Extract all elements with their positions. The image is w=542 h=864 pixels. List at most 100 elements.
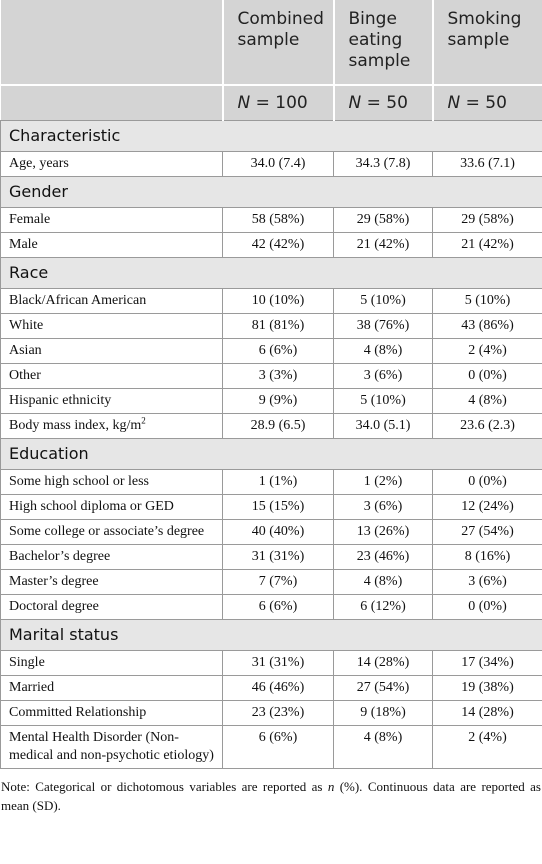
value-cell: 23 (23%) [222, 700, 334, 726]
section-row: Gender [0, 176, 542, 208]
value-cell: 3 (3%) [222, 363, 334, 389]
value-cell: 6 (6%) [222, 725, 334, 769]
value-cell: 31 (31%) [222, 544, 334, 570]
value-cell: 46 (46%) [222, 675, 334, 701]
value-cell: 27 (54%) [333, 675, 433, 701]
value-cell: 3 (6%) [333, 494, 433, 520]
value-cell: 0 (0%) [432, 594, 542, 620]
value-cell: 23 (46%) [333, 544, 433, 570]
value-cell: 21 (42%) [432, 232, 542, 258]
n-value: = 50 [366, 92, 408, 113]
label-text: Body mass index, kg/m [9, 418, 142, 433]
data-row: Asian 6 (6%) 4 (8%) 2 (4%) [0, 338, 542, 364]
label-text: Committed Relationship [9, 705, 147, 720]
value-cell: 14 (28%) [432, 700, 542, 726]
label-text: Black/African American [9, 293, 147, 308]
value-cell: 34.3 (7.8) [333, 151, 433, 177]
value-cell: 4 (8%) [333, 338, 433, 364]
n-symbol: N [237, 92, 251, 113]
value-cell: 7 (7%) [222, 569, 334, 595]
value-cell: 33.6 (7.1) [432, 151, 542, 177]
value-cell: 5 (10%) [333, 288, 433, 314]
value-cell: 4 (8%) [333, 569, 433, 595]
row-label: Asian [0, 338, 223, 364]
value-cell: 9 (18%) [333, 700, 433, 726]
value-cell: 15 (15%) [222, 494, 334, 520]
value-cell: 81 (81%) [222, 313, 334, 339]
value-cell: 8 (16%) [432, 544, 542, 570]
value-cell: 42 (42%) [222, 232, 334, 258]
value-cell: 40 (40%) [222, 519, 334, 545]
value-cell: 19 (38%) [432, 675, 542, 701]
value-cell: 0 (0%) [432, 469, 542, 495]
data-row: Some college or associate’s degree 40 (40… [0, 519, 542, 545]
data-row: Bachelor’s degree 31 (31%) 23 (46%) 8 (16%) [0, 544, 542, 570]
sample-size: N = 50 [332, 84, 433, 121]
label-text: Some college or associate’s degree [9, 524, 205, 539]
section-row: Education [0, 438, 542, 470]
value-cell: 14 (28%) [333, 650, 433, 676]
section-row: Marital status [0, 619, 542, 651]
sample-size: N = 50 [431, 84, 542, 121]
note-text: (%). Continuous data are reported as mea… [1, 779, 541, 813]
sample-size: N = 100 [221, 84, 334, 121]
row-label: Female [0, 207, 223, 233]
value-cell: 5 (10%) [432, 288, 542, 314]
label-text: Age, years [9, 156, 69, 171]
value-cell: 3 (6%) [432, 569, 542, 595]
row-label: Age, years [0, 151, 223, 177]
data-row: Some high school or less 1 (1%) 1 (2%) 0 (0… [0, 469, 542, 495]
data-row: High school diploma or GED 15 (15%) 3 (6%)… [0, 494, 542, 520]
label-text: Bachelor’s degree [9, 549, 111, 564]
header-row: Combined sample Binge eating sample Smokin… [0, 0, 542, 85]
data-row: White 81 (81%) 38 (76%) 43 (86%) [0, 313, 542, 339]
value-cell: 5 (10%) [333, 388, 433, 414]
value-cell: 12 (24%) [432, 494, 542, 520]
superscript: 2 [141, 415, 146, 426]
section-row: Characteristic [0, 120, 542, 152]
header-cell [0, 0, 223, 85]
value-cell: 6 (6%) [222, 594, 334, 620]
row-label: Master’s degree [0, 569, 223, 595]
label-text: Master’s degree [9, 574, 99, 589]
data-row: Female 58 (58%) 29 (58%) 29 (58%) [0, 207, 542, 233]
label-text: Female [9, 212, 51, 227]
section-title: Education [0, 438, 542, 470]
label-text: Married [9, 680, 55, 695]
label-text: Mental Health Disorder (Non-medical and … [9, 730, 214, 763]
note-text: n [327, 779, 335, 794]
label-text: Asian [9, 343, 42, 358]
value-cell: 34.0 (7.4) [222, 151, 334, 177]
value-cell: 21 (42%) [333, 232, 433, 258]
value-cell: 43 (86%) [432, 313, 542, 339]
row-label: Hispanic ethnicity [0, 388, 223, 414]
value-cell: 2 (4%) [432, 725, 542, 769]
row-label: Some college or associate’s degree [0, 519, 223, 545]
row-label: Single [0, 650, 223, 676]
value-cell: 28.9 (6.5) [222, 413, 334, 439]
row-label: Male [0, 232, 223, 258]
data-row: Other 3 (3%) 3 (6%) 0 (0%) [0, 363, 542, 389]
value-cell: 17 (34%) [432, 650, 542, 676]
row-label: Other [0, 363, 223, 389]
row-label: Some high school or less [0, 469, 223, 495]
header-cell [0, 84, 223, 121]
row-label: Mental Health Disorder (Non-medical and … [0, 725, 223, 769]
value-cell: 23.6 (2.3) [432, 413, 542, 439]
value-cell: 10 (10%) [222, 288, 334, 314]
n-symbol: N [447, 92, 461, 113]
section-title: Marital status [0, 619, 542, 651]
data-row: Mental Health Disorder (Non-medical and … [0, 725, 542, 769]
value-cell: 58 (58%) [222, 207, 334, 233]
row-label: Married [0, 675, 223, 701]
row-label: Doctoral degree [0, 594, 223, 620]
value-cell: 6 (12%) [333, 594, 433, 620]
column-header: Smoking sample [431, 0, 542, 85]
row-label: High school diploma or GED [0, 494, 223, 520]
row-label: Body mass index, kg/m2 [0, 413, 223, 439]
label-text: High school diploma or GED [9, 499, 174, 514]
value-cell: 2 (4%) [432, 338, 542, 364]
value-cell: 38 (76%) [333, 313, 433, 339]
value-cell: 1 (2%) [333, 469, 433, 495]
value-cell: 9 (9%) [222, 388, 334, 414]
